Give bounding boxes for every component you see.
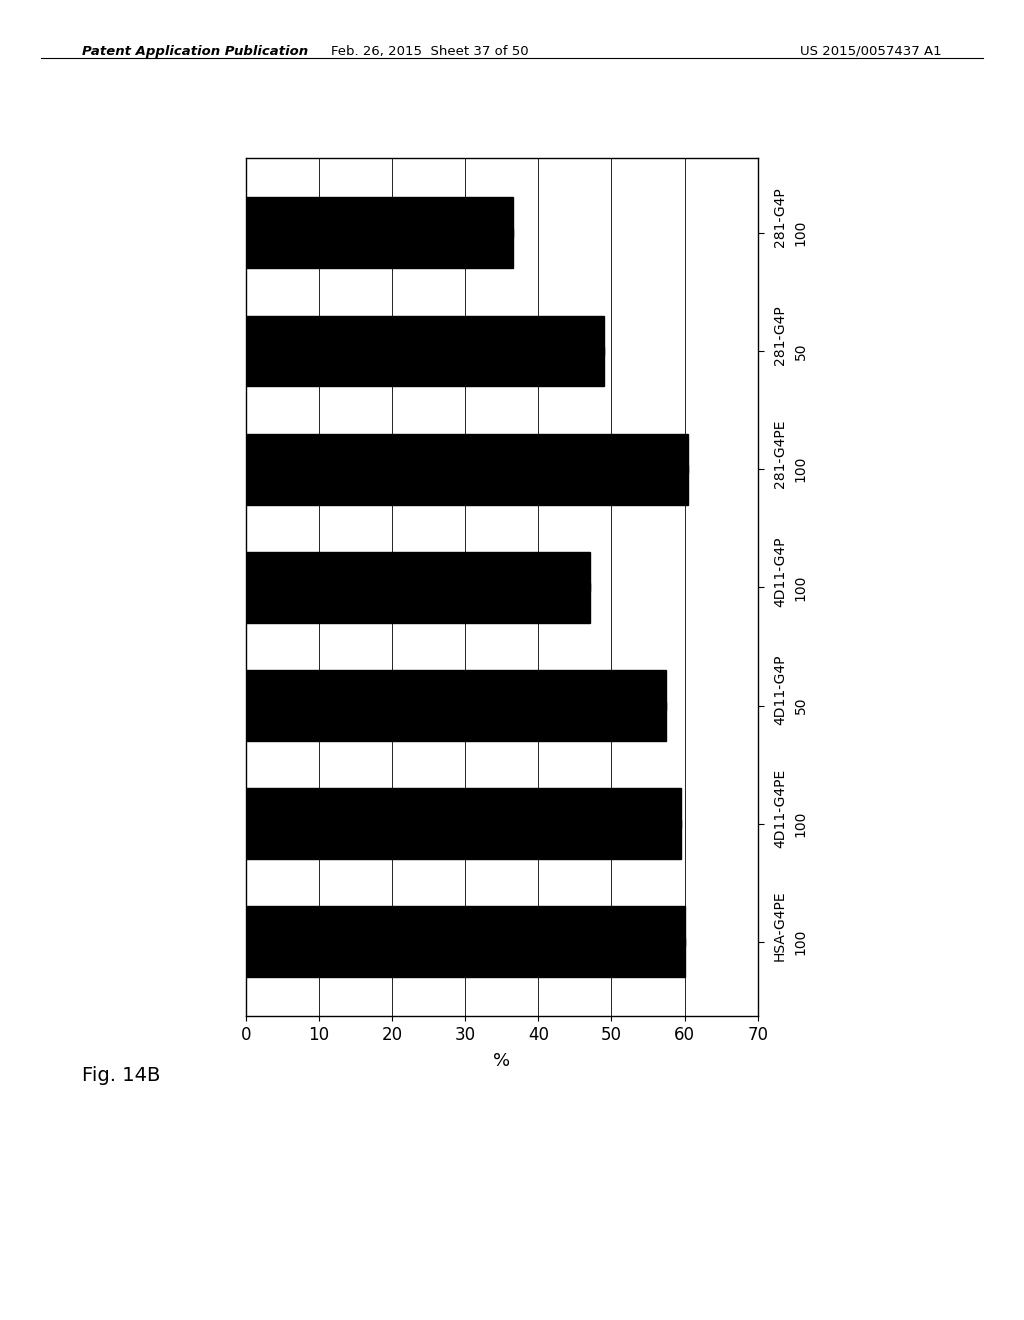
Bar bbox=[246, 315, 604, 387]
Text: 100: 100 bbox=[794, 810, 808, 837]
Text: US 2015/0057437 A1: US 2015/0057437 A1 bbox=[801, 45, 942, 58]
Bar bbox=[246, 198, 513, 268]
Bar bbox=[246, 434, 688, 504]
Text: Fig. 14B: Fig. 14B bbox=[82, 1067, 161, 1085]
Bar bbox=[246, 671, 667, 741]
Text: 4D11-G4P: 4D11-G4P bbox=[773, 655, 787, 725]
Text: 281-G4P: 281-G4P bbox=[773, 305, 787, 366]
Bar bbox=[246, 552, 590, 623]
Text: 4D11-G4P: 4D11-G4P bbox=[773, 536, 787, 607]
Text: 50: 50 bbox=[794, 342, 808, 360]
Text: 281-G4P: 281-G4P bbox=[773, 187, 787, 247]
Text: Patent Application Publication: Patent Application Publication bbox=[82, 45, 308, 58]
Bar bbox=[246, 788, 681, 859]
Text: 4D11-G4PE: 4D11-G4PE bbox=[773, 768, 787, 847]
Text: Feb. 26, 2015  Sheet 37 of 50: Feb. 26, 2015 Sheet 37 of 50 bbox=[332, 45, 528, 58]
Text: 50: 50 bbox=[794, 697, 808, 714]
Bar bbox=[246, 907, 685, 977]
Text: 100: 100 bbox=[794, 929, 808, 956]
Text: 100: 100 bbox=[794, 574, 808, 601]
Text: 281-G4PE: 281-G4PE bbox=[773, 420, 787, 487]
X-axis label: %: % bbox=[494, 1052, 510, 1071]
Text: 100: 100 bbox=[794, 219, 808, 246]
Text: 100: 100 bbox=[794, 455, 808, 482]
Text: HSA-G4PE: HSA-G4PE bbox=[773, 891, 787, 961]
